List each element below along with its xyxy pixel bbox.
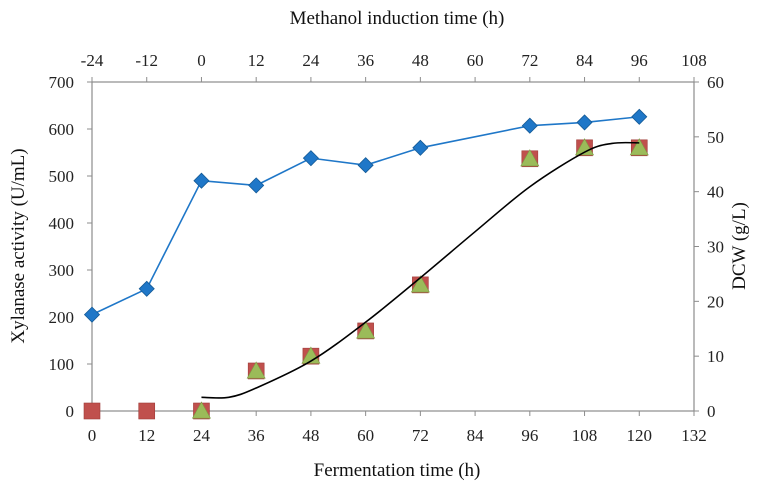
dcw-square-point (138, 402, 156, 420)
x-axis-title: Fermentation time (h) (314, 460, 481, 481)
x-tick-label: 36 (248, 426, 265, 445)
xylanase-diamond-point (576, 114, 593, 131)
x-tick-label: 108 (572, 426, 598, 445)
dcw-square-point (83, 402, 101, 420)
y-left-tick-label: 0 (66, 402, 75, 421)
y-left-tick-label: 700 (49, 73, 75, 92)
xylanase-diamond-point (83, 306, 101, 323)
top-tick-label: 72 (521, 51, 538, 70)
top-tick-label: 48 (412, 51, 429, 70)
dcw-triangle-point (301, 346, 321, 364)
y-right-tick-label: 30 (707, 238, 724, 257)
y-right-axis-title: DCW (g/L) (729, 202, 750, 290)
plot-frame (91, 81, 695, 412)
x-tick-label: 96 (521, 426, 538, 445)
y-left-tick-label: 600 (49, 120, 75, 139)
xylanase-diamond-point (302, 150, 319, 167)
dcw-triangle-point (356, 321, 376, 339)
y-right-tick-label: 60 (707, 73, 724, 92)
y-right-tick-label: 20 (707, 292, 724, 311)
top-tick-label: -24 (81, 51, 104, 70)
x-tick-label: 12 (138, 426, 155, 445)
top-axis-title: Methanol induction time (h) (290, 8, 505, 29)
chart-axes (87, 77, 699, 416)
dcw-triangle-point (575, 138, 595, 156)
y-right-tick-label: 50 (707, 128, 724, 147)
top-tick-label: -12 (135, 51, 158, 70)
y-left-tick-label: 300 (49, 261, 75, 280)
top-tick-label: 36 (357, 51, 374, 70)
top-tick-label: 60 (467, 51, 484, 70)
xylanase-diamond-point (193, 172, 210, 189)
dcw-triangle-point (410, 275, 430, 293)
dcw-triangle-point (246, 361, 266, 379)
series-line-0 (91, 115, 640, 316)
xylanase-diamond-point (631, 108, 648, 125)
xylanase-diamond-point (138, 280, 155, 297)
x-tick-label: 24 (193, 426, 211, 445)
y-left-tick-label: 400 (49, 214, 75, 233)
x-tick-label: 0 (88, 426, 97, 445)
data-marks (83, 108, 649, 420)
top-tick-label: 84 (576, 51, 594, 70)
x-tick-label: 120 (627, 426, 653, 445)
y-right-tick-label: 40 (707, 183, 724, 202)
x-tick-label: 48 (302, 426, 319, 445)
dcw-triangle-point (520, 149, 540, 167)
x-tick-label: 132 (681, 426, 707, 445)
y-left-tick-label: 100 (49, 355, 75, 374)
y-right-tick-label: 10 (707, 347, 724, 366)
x-tick-label: 60 (357, 426, 374, 445)
top-tick-label: 0 (197, 51, 206, 70)
x-tick-label: 72 (412, 426, 429, 445)
y-left-axis-title: Xylanase activity (U/mL) (8, 148, 29, 343)
xylanase-diamond-point (248, 177, 265, 194)
xylanase-diamond-point (412, 139, 429, 156)
tick-labels: 0 12 24 36 48 60 72 84 96 108 120 132 -24 -12 0 12 24 36 4… (49, 51, 725, 445)
top-tick-label: 12 (248, 51, 265, 70)
xylanase-diamond-point (357, 157, 374, 174)
dcw-fit-curve (201, 141, 640, 399)
top-tick-label: 24 (302, 51, 320, 70)
y-left-tick-label: 200 (49, 308, 75, 327)
y-right-tick-label: 0 (707, 402, 716, 421)
top-tick-label: 108 (681, 51, 707, 70)
top-tick-label: 96 (631, 51, 648, 70)
xylanase-diamond-point (521, 117, 538, 134)
dcw-triangle-point (191, 401, 211, 419)
x-tick-label: 84 (467, 426, 485, 445)
dcw-triangle-point (629, 138, 649, 156)
y-left-tick-label: 500 (49, 167, 75, 186)
